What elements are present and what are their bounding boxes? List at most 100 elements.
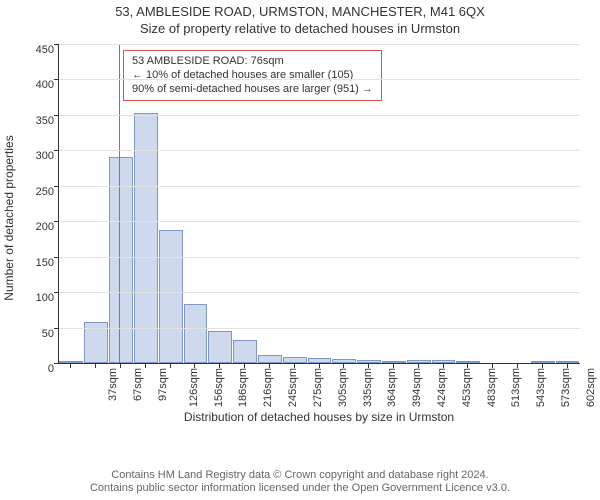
bar [159,230,183,363]
xtick-label: 186sqm [239,368,250,407]
xtick-label: 156sqm [214,368,225,407]
xtick-mark [145,363,146,368]
ytick-label: 350 [14,116,54,127]
ytick-mark [54,328,59,329]
xtick-label: 424sqm [437,368,448,407]
xtick-label: 483sqm [487,368,498,407]
ytick-label: 450 [14,45,54,56]
footer: Contains HM Land Registry data © Crown c… [0,469,600,497]
xtick-mark [269,363,270,368]
footer-line: Contains public sector information licen… [0,482,600,496]
xtick-label: 602sqm [586,368,597,407]
xtick-mark [542,363,543,368]
xtick-mark [517,363,518,368]
plot-area: 53 AMBLESIDE ROAD: 76sqm ← 10% of detach… [58,44,580,364]
gridline [59,115,580,116]
ytick-label: 300 [14,151,54,162]
bar [208,331,232,363]
ytick-mark [54,186,59,187]
xtick-label: 126sqm [189,368,200,407]
xtick-label: 453sqm [462,368,473,407]
xtick-label: 97sqm [158,368,169,401]
xtick-mark [343,363,344,368]
ytick-mark [54,292,59,293]
bar [531,361,555,363]
footer-line: Contains HM Land Registry data © Crown c… [0,469,600,483]
xtick-mark [70,363,71,368]
bar [184,304,208,363]
xtick-mark [244,363,245,368]
xtick-mark [393,363,394,368]
gridline [59,328,580,329]
ytick-mark [54,363,59,364]
xtick-mark [567,363,568,368]
bar [407,360,431,363]
bar [109,157,133,363]
ytick-mark [54,115,59,116]
bar [357,360,381,363]
xtick-mark [95,363,96,368]
ytick-mark [54,257,59,258]
chart-container: Number of detached properties 53 AMBLESI… [0,38,600,430]
legend-line: 90% of semi-detached houses are larger (… [132,83,373,97]
ytick-mark [54,150,59,151]
gridline [59,79,580,80]
xtick-label: 364sqm [387,368,398,407]
xtick-mark [170,363,171,368]
xtick-label: 275sqm [313,368,324,407]
ytick-label: 100 [14,293,54,304]
xtick-mark [467,363,468,368]
xtick-label: 513sqm [511,368,522,407]
reference-line [119,44,120,363]
bar [382,361,406,363]
bar [283,357,307,363]
ytick-mark [54,79,59,80]
page-root: 53, AMBLESIDE ROAD, URMSTON, MANCHESTER,… [0,0,600,500]
xtick-label: 543sqm [536,368,547,407]
ytick-mark [54,221,59,222]
bar [233,340,257,363]
bar [332,359,356,363]
page-subtitle: Size of property relative to detached ho… [0,21,600,38]
xtick-mark [219,363,220,368]
xtick-mark [443,363,444,368]
ytick-mark [54,44,59,45]
ytick-label: 150 [14,258,54,269]
xtick-mark [319,363,320,368]
xtick-mark [194,363,195,368]
ytick-label: 50 [14,329,54,340]
xtick-label: 335sqm [363,368,374,407]
legend-line: ← 10% of detached houses are smaller (10… [132,69,373,83]
ytick-label: 200 [14,222,54,233]
xtick-label: 394sqm [412,368,423,407]
xtick-label: 573sqm [561,368,572,407]
y-axis-label: Number of detached properties [2,38,22,398]
bar [456,361,480,363]
gridline [59,150,580,151]
xtick-label: 37sqm [108,368,119,401]
page-title: 53, AMBLESIDE ROAD, URMSTON, MANCHESTER,… [0,0,600,21]
xtick-label: 216sqm [263,368,274,407]
xtick-mark [492,363,493,368]
gridline [59,292,580,293]
bar [59,361,83,363]
legend-box: 53 AMBLESIDE ROAD: 76sqm ← 10% of detach… [123,50,382,101]
xtick-mark [418,363,419,368]
x-axis-label: Distribution of detached houses by size … [58,410,580,424]
gridline [59,44,580,45]
ytick-label: 0 [14,364,54,375]
xtick-label: 67sqm [133,368,144,401]
xtick-mark [294,363,295,368]
legend-line: 53 AMBLESIDE ROAD: 76sqm [132,55,373,69]
bar [258,355,282,364]
gridline [59,186,580,187]
xtick-mark [368,363,369,368]
plot-outer: 53 AMBLESIDE ROAD: 76sqm ← 10% of detach… [58,44,580,394]
ytick-label: 400 [14,80,54,91]
gridline [59,257,580,258]
xtick-label: 305sqm [338,368,349,407]
xtick-mark [120,363,121,368]
gridline [59,221,580,222]
ytick-label: 250 [14,187,54,198]
xtick-label: 245sqm [288,368,299,407]
